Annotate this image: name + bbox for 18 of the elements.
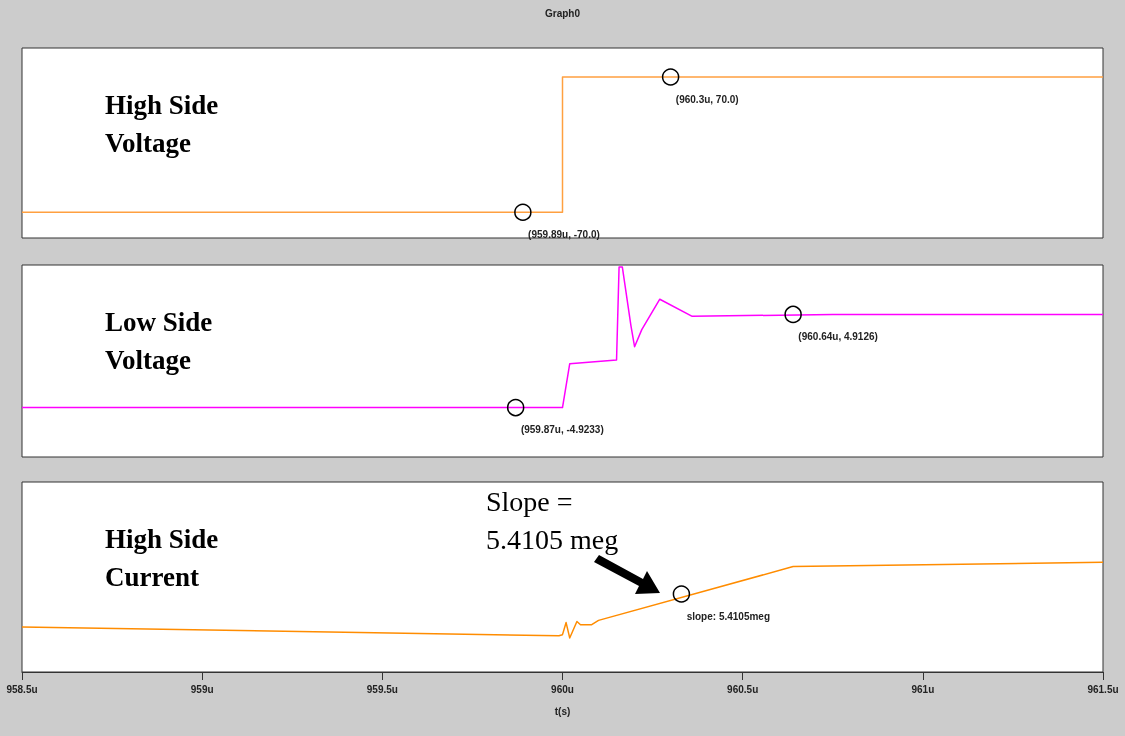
x-tick-label: 959u — [190, 683, 214, 695]
annotation: slope: 5.4105meg — [686, 610, 771, 622]
text: Slope = 5.4105 meg — [486, 485, 619, 555]
text: High Side Voltage — [105, 90, 226, 158]
x-tick-label: 961.5u — [1087, 683, 1119, 695]
chart-title: High Side Current — [105, 524, 226, 592]
x-tick-label: 959.5u — [366, 683, 398, 695]
annotation: (960.3u, 70.0) — [675, 93, 739, 105]
x-axis-title: t(s) — [554, 705, 571, 717]
x-tick-label: 960.5u — [727, 683, 759, 695]
x-tick-label: 961u — [911, 683, 935, 695]
annotation: (959.87u, -4.9233) — [520, 424, 604, 436]
caption: Graph0 — [545, 7, 581, 19]
x-tick-label: 960u — [551, 683, 574, 695]
annotation: (960.64u, 4.9126) — [798, 331, 878, 343]
annotation: (959.89u, -70.0) — [528, 228, 600, 240]
x-tick-label: 958.5u — [6, 683, 38, 695]
text: Low Side Voltage — [105, 307, 220, 375]
